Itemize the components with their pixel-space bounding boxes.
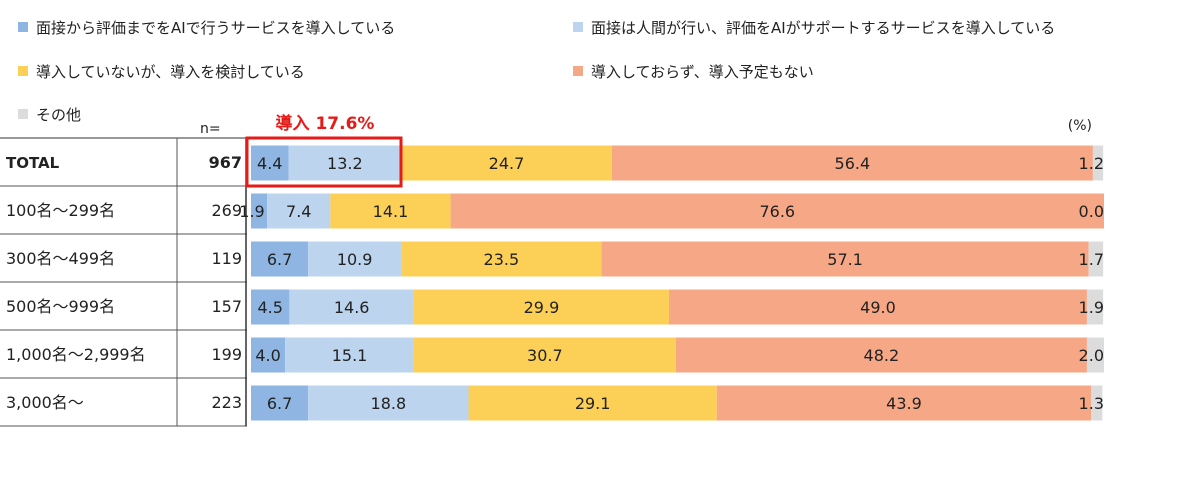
n-value: 269 xyxy=(211,201,242,220)
bar-segment xyxy=(401,241,602,277)
legend-item-considering: 導入していないが、導入を検討している xyxy=(18,60,305,82)
bars: 4.4 13.2 24.7 56.4 1.2 1.9 7.4 14.1 76.6 0.0 6.7 10… xyxy=(239,145,1104,421)
category-label: 1,000名～2,999名 xyxy=(6,345,146,364)
category-label: 500名～999名 xyxy=(6,297,115,316)
bar-segment xyxy=(288,145,402,181)
row-labels: TOTAL 967 100名～299名 269 300名～499名 119 500名～999… xyxy=(6,153,242,412)
n-header: n= xyxy=(200,121,221,137)
data-label: 24.7 xyxy=(489,154,525,173)
bar-segment xyxy=(716,385,1092,421)
bar-segment xyxy=(289,289,414,325)
bar-segment xyxy=(450,193,1104,229)
legend: 面接から評価までをAIで行うサービスを導入している 面接は人間が行い、評価をAI… xyxy=(18,12,1168,132)
category-label: 100名～299名 xyxy=(6,201,115,220)
legend-label: その他 xyxy=(36,105,82,124)
bar-segment xyxy=(675,337,1087,373)
n-value: 119 xyxy=(211,249,242,268)
data-label: 23.5 xyxy=(484,250,520,269)
legend-swatch-seg2 xyxy=(573,22,583,32)
category-label: 3,000名～ xyxy=(6,393,84,412)
data-label: 15.1 xyxy=(332,346,368,365)
data-label: 6.7 xyxy=(267,394,292,413)
legend-label: 面接は人間が行い、評価をAIがサポートするサービスを導入している xyxy=(591,18,1056,37)
data-label: 10.9 xyxy=(337,250,373,269)
data-label: 18.8 xyxy=(371,394,407,413)
data-label: 30.7 xyxy=(527,346,563,365)
highlight-label: 導入 17.6% xyxy=(276,113,375,134)
category-label: 300名～499名 xyxy=(6,249,115,268)
category-label: TOTAL xyxy=(6,154,60,172)
data-label: 4.4 xyxy=(257,154,282,173)
data-label: 43.9 xyxy=(886,394,922,413)
data-label: 6.7 xyxy=(267,250,292,269)
legend-item-ai-full: 面接から評価までをAIで行うサービスを導入している xyxy=(18,16,395,38)
data-label: 14.1 xyxy=(373,202,409,221)
data-label: 4.5 xyxy=(257,298,282,317)
bar-segment xyxy=(251,385,309,421)
n-value: 157 xyxy=(211,297,242,316)
bar-segment xyxy=(330,193,451,229)
bar-segment xyxy=(1092,145,1104,181)
data-label: 14.6 xyxy=(334,298,370,317)
data-label: 1.2 xyxy=(1079,154,1104,173)
bar-segment xyxy=(285,337,414,373)
data-label: 7.4 xyxy=(286,202,311,221)
data-label: 2.0 xyxy=(1079,346,1104,365)
data-label: 56.4 xyxy=(835,154,871,173)
data-label: 76.6 xyxy=(759,202,795,221)
data-label: 29.1 xyxy=(575,394,611,413)
data-label: 4.0 xyxy=(255,346,280,365)
bar-segment xyxy=(413,337,676,373)
data-label: 13.2 xyxy=(327,154,363,173)
bar-segment xyxy=(251,193,268,229)
bar-segment xyxy=(1088,241,1104,277)
data-label: 48.2 xyxy=(864,346,900,365)
data-label: 1.9 xyxy=(1079,298,1104,317)
bar-segment xyxy=(251,289,290,325)
legend-swatch-seg4 xyxy=(573,66,583,76)
bar-segment xyxy=(668,289,1087,325)
unit-label: (%) xyxy=(1068,118,1092,134)
highlight-box xyxy=(245,136,403,188)
bar-segment xyxy=(601,241,1089,277)
table-grid xyxy=(0,137,247,427)
legend-item-other: その他 xyxy=(18,103,81,125)
legend-swatch-seg1 xyxy=(18,22,28,32)
legend-label: 導入しておらず、導入予定もない xyxy=(591,62,814,81)
data-label: 57.1 xyxy=(827,250,863,269)
bar-segment xyxy=(251,145,289,181)
n-value: 967 xyxy=(209,153,242,172)
legend-item-no-plan: 導入しておらず、導入予定もない xyxy=(573,60,814,82)
n-value: 223 xyxy=(211,393,242,412)
bar-segment xyxy=(308,385,469,421)
bar-segment xyxy=(611,145,1093,181)
bar-segment xyxy=(401,145,612,181)
bar-segment xyxy=(413,289,669,325)
legend-label: 導入していないが、導入を検討している xyxy=(36,62,305,81)
bar-segment xyxy=(251,241,309,277)
data-label: 49.0 xyxy=(860,298,896,317)
bar-segment xyxy=(1086,289,1104,325)
bar-segment xyxy=(267,193,331,229)
legend-swatch-seg5 xyxy=(18,109,28,119)
data-label: 0.0 xyxy=(1079,202,1104,221)
data-label: 1.7 xyxy=(1079,250,1104,269)
legend-item-ai-support: 面接は人間が行い、評価をAIがサポートするサービスを導入している xyxy=(573,16,1055,38)
data-label: 29.9 xyxy=(524,298,560,317)
data-label: 1.9 xyxy=(239,202,264,221)
bar-segment xyxy=(468,385,717,421)
bar-segment xyxy=(1091,385,1103,421)
bar-segment xyxy=(308,241,402,277)
data-label: 1.3 xyxy=(1079,394,1104,413)
legend-label: 面接から評価までをAIで行うサービスを導入している xyxy=(36,18,396,37)
bar-segment xyxy=(1086,337,1104,373)
legend-swatch-seg3 xyxy=(18,66,28,76)
bar-segment xyxy=(251,337,286,373)
n-value: 199 xyxy=(211,345,242,364)
